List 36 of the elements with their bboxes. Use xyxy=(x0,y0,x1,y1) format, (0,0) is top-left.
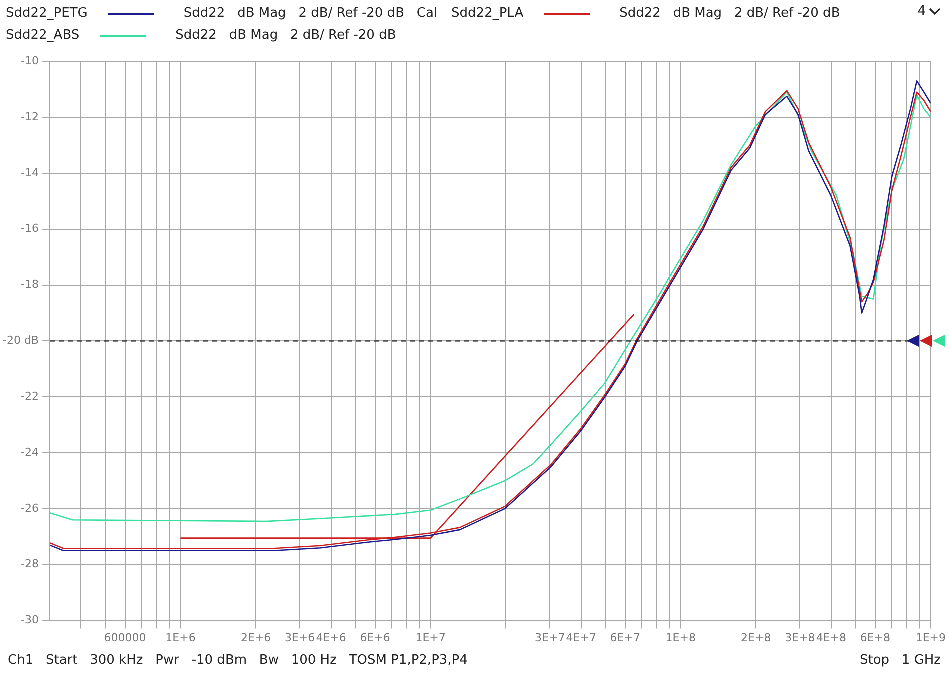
x-tick-label: 1E+6 xyxy=(166,631,196,644)
y-tick-label: -14 xyxy=(21,166,39,180)
text: 4 xyxy=(918,4,926,19)
x-tick-label: 2E+6 xyxy=(240,631,272,644)
text: Sdd22 dB Mag 2 dB/ Ref -20 dB xyxy=(620,6,840,21)
x-tick-label: 6E+6 xyxy=(360,631,390,644)
text: Stop 1 GHz xyxy=(860,652,941,668)
x-tick-label: 4E+6 xyxy=(316,631,346,644)
y-tick-label: -28 xyxy=(21,558,39,571)
y-tick-label: -18 xyxy=(21,278,39,292)
y-tick-label: -24 xyxy=(21,446,39,459)
x-tick-label: 6E+7 xyxy=(610,631,640,644)
x-tick-label: 4E+7 xyxy=(566,631,596,644)
y-tick-label: -10 xyxy=(21,54,39,68)
text: Sdd22 dB Mag 2 dB/ Ref -20 dB xyxy=(176,28,396,43)
x-tick-label: 3E+6 xyxy=(284,631,316,644)
legend-label: Sdd22_PLA xyxy=(452,6,524,21)
y-tick-label: -12 xyxy=(21,110,39,124)
x-tick-label: 1E+8 xyxy=(666,631,696,644)
legend-label: Sdd22_PETG xyxy=(6,6,88,21)
x-tick-label: 1E+7 xyxy=(416,631,446,644)
y-tick-label: -22 xyxy=(21,390,39,403)
y-tick-label: -30 xyxy=(21,614,39,627)
x-tick-label: 3E+7 xyxy=(535,631,566,644)
text: Ch1 Start 300 kHz Pwr -10 dBm Bw 100 Hz TOSM P1,P2,P3,P4 xyxy=(8,652,468,668)
y-tick-label: -26 xyxy=(21,502,39,515)
x-tick-label: 6E+8 xyxy=(860,631,891,644)
x-tick-label: 3E+8 xyxy=(785,631,816,644)
x-tick-label: 4E+8 xyxy=(816,631,846,644)
x-tick-label: 600000 xyxy=(104,631,146,644)
x-tick-label: 1E+9 xyxy=(916,631,946,644)
y-tick-label: -16 xyxy=(21,222,39,236)
text: Sdd22 dB Mag 2 dB/ Ref -20 dB Cal xyxy=(184,6,438,21)
legend-label: Sdd22_ABS xyxy=(6,28,80,43)
y-tick-label: -20 dB xyxy=(2,334,39,348)
x-tick-label: 2E+8 xyxy=(741,631,772,644)
